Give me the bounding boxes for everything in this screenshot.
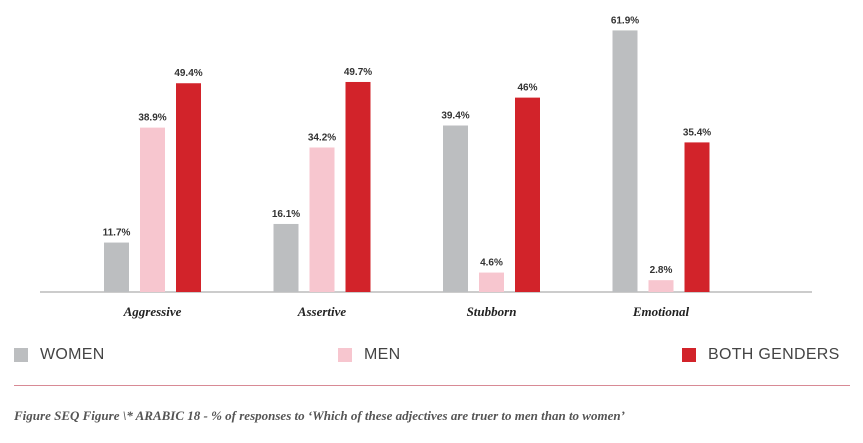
legend-item-men: MEN — [338, 346, 400, 364]
data-label-emotional-both-genders: 35.4% — [683, 127, 711, 138]
data-label-assertive-men: 34.2% — [308, 132, 336, 143]
legend-label-men: MEN — [364, 346, 401, 363]
category-label-emotional: Emotional — [632, 304, 690, 319]
legend: WOMEN MEN BOTH GENDERS — [0, 346, 863, 370]
figure-caption: Figure SEQ Figure \* ARABIC 18 - % of re… — [14, 408, 625, 423]
data-label-assertive-women: 16.1% — [272, 209, 300, 220]
legend-swatch-women — [14, 348, 28, 362]
data-label-stubborn-men: 4.6% — [480, 258, 503, 269]
data-label-emotional-men: 2.8% — [650, 265, 673, 276]
legend-item-women: WOMEN — [14, 346, 105, 364]
bar-emotional-men — [648, 280, 674, 292]
category-label-aggressive: Aggressive — [123, 304, 182, 319]
legend-label-women: WOMEN — [40, 346, 105, 363]
bar-assertive-both-genders — [345, 81, 371, 292]
legend-label-both-genders: BOTH GENDERS — [708, 346, 840, 363]
data-label-aggressive-women: 11.7% — [103, 228, 131, 239]
data-label-aggressive-both-genders: 49.4% — [174, 68, 202, 79]
category-label-assertive: Assertive — [297, 304, 347, 319]
legend-item-both-genders: BOTH GENDERS — [682, 346, 840, 364]
data-label-stubborn-women: 39.4% — [441, 111, 469, 122]
bar-aggressive-men — [140, 127, 165, 293]
data-label-assertive-both-genders: 49.7% — [344, 67, 372, 78]
bar-stubborn-women — [443, 125, 468, 292]
bar-assertive-women — [273, 223, 299, 292]
bar-emotional-women — [612, 30, 638, 293]
bar-assertive-men — [309, 147, 335, 292]
legend-swatch-men — [338, 348, 352, 362]
bar-stubborn-both-genders — [515, 97, 540, 292]
bar-aggressive-both-genders — [176, 83, 201, 292]
data-label-stubborn-both-genders: 46% — [517, 83, 537, 94]
legend-swatch-both-genders — [682, 348, 696, 362]
bar-emotional-both-genders — [684, 142, 710, 292]
bar-chart: 11.7% 38.9% 49.4% Aggressive 16.1% 34.2% 49.7%… — [40, 15, 812, 319]
data-label-emotional-women: 61.9% — [611, 15, 639, 26]
divider-rule — [14, 385, 850, 386]
bar-stubborn-men — [479, 272, 504, 292]
category-label-stubborn: Stubborn — [467, 304, 517, 319]
data-label-aggressive-men: 38.9% — [138, 113, 166, 124]
bar-aggressive-women — [104, 242, 129, 292]
